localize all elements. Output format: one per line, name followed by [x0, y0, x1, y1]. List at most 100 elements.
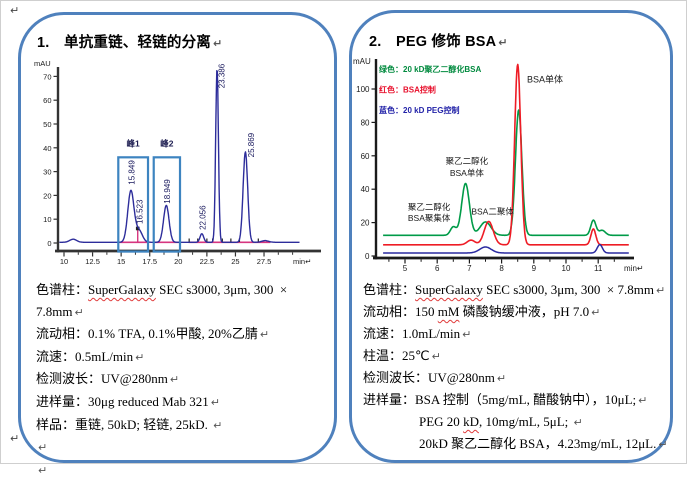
y-tick-label: 0 — [47, 239, 51, 248]
series-bsa-control — [382, 63, 630, 246]
x-tick-label: 10 — [562, 264, 571, 273]
peak-retention-time: 23.386 — [218, 63, 227, 88]
peak-annotation: BSA聚集体 — [408, 213, 451, 223]
spec-line: PEG 20 kD, 10mg/mL, 5μL; ↵ — [363, 411, 668, 433]
y-tick-label: 20 — [361, 219, 370, 228]
panel-mab-separation: 1. 单抗重链、轻链的分离 ↵ 10 12.5 15 17.5 20 22.5 25 27.5 0 1… — [18, 12, 337, 477]
spec-text: 流动相：0.1% TFA, 0.1%甲酸, 20%乙腈 — [36, 326, 258, 342]
peak-annotation: 聚乙二醇化 — [408, 202, 451, 212]
section-title: 1. 单抗重链、轻链的分离 ↵ — [37, 31, 222, 52]
y-tick-label: 60 — [43, 96, 51, 105]
y-tick-label: 50 — [43, 120, 51, 129]
peak-group-label: 峰1 — [127, 139, 141, 149]
spec-text: 检测波长：UV@280nm — [36, 371, 168, 387]
spec-text: 进样量：BSA 控制（5mg/mL, 醋酸钠中），10μL; — [363, 392, 637, 407]
legend-item: 绿色：20 kD聚乙二醇化BSA — [379, 64, 481, 74]
y-tick-label: 40 — [43, 144, 51, 153]
paragraph-mark: ↵ — [591, 306, 601, 319]
peak-group-box — [117, 156, 150, 253]
spec-line: ↵ — [36, 459, 334, 481]
spec-line: 进样量：BSA 控制（5mg/mL, 醋酸钠中），10μL; ↵ — [363, 389, 668, 411]
y-tick-label: 70 — [43, 72, 51, 81]
spec-line: 进样量：30μg reduced Mab 321 ↵ — [36, 391, 334, 414]
x-tick-label: 8 — [499, 264, 504, 273]
peak-group-label: 峰2 — [160, 139, 174, 149]
spec-line: 柱温：25℃ ↵ — [363, 345, 668, 367]
spec-line: 流速：1.0mL/min ↵ — [363, 323, 668, 345]
spec-text: 进样量：30μg reduced Mab 321 — [36, 393, 209, 409]
y-tick-label: 40 — [361, 185, 370, 194]
paragraph-mark: ↵ — [169, 373, 180, 387]
series-20kD-peg-control — [382, 243, 630, 254]
section-number: 1. — [37, 35, 50, 51]
chart-mab-hc-lc-separation: 10 12.5 15 17.5 20 22.5 25 27.5 0 10 20 30 40 50 60 70 m… — [34, 59, 321, 266]
spec-text: SEC s3000, 3μm, 300 × 7.8mm — [36, 282, 291, 319]
peak-group-box — [152, 156, 182, 253]
x-tick-label: 11 — [594, 264, 603, 273]
y-tick-label: 30 — [43, 168, 51, 177]
section-title: 2. PEG 修饰 BSA ↵ — [369, 30, 508, 51]
peak-retention-time: 16.523 — [135, 199, 144, 224]
spec-line: 20kD 聚乙二醇化 BSA，4.23mg/mL, 12μL. ↵ — [363, 433, 668, 455]
paragraph-mark: ↵ — [462, 328, 472, 341]
paragraph-mark: ↵ — [638, 394, 648, 407]
peak-annotation: 聚乙二醇化 — [446, 156, 489, 166]
x-tick-label: 22.5 — [200, 257, 215, 266]
spec-line: 流速：0.5mL/min ↵ — [36, 346, 334, 369]
valley-marker — [135, 226, 140, 231]
peak-annotation: BSA单体 — [450, 168, 485, 178]
paragraph-mark: ↵ — [10, 432, 20, 445]
paragraph-mark: ↵ — [496, 372, 507, 385]
paragraph-mark: ↵ — [10, 4, 20, 17]
spellcheck-underlined-text: SuperGalaxy — [415, 282, 483, 297]
section-title-text: 单抗重链、轻链的分离 — [64, 35, 211, 51]
peak-retention-time: 18.949 — [163, 179, 172, 204]
y-tick-label: 10 — [43, 215, 51, 224]
spec-text: PEG 20 — [419, 414, 464, 429]
spec-text: 流动相：150 — [363, 304, 438, 319]
peg-bsa-chromatogram: 5 6 7 8 9 10 11020406080100mAUmin↵BSA单体聚乙二醇化BS… — [353, 57, 644, 273]
spec-text: 检测波长：UV@280nm — [363, 370, 495, 385]
x-axis-unit: min↵ — [624, 264, 644, 273]
y-axis-unit: mAU — [353, 57, 371, 66]
spec-text: SEC s3000, 3μm, 300 × 7.8mm — [482, 282, 654, 297]
y-tick-label: 100 — [356, 85, 370, 94]
x-tick-label: 6 — [435, 264, 440, 273]
spec-line: 色谱柱：SuperGalaxy SEC s3000, 3μm, 300 × 7.… — [363, 279, 668, 301]
paragraph-mark: ↵ — [259, 328, 270, 342]
paragraph-mark: ↵ — [38, 463, 48, 477]
x-tick-label: 7 — [467, 264, 472, 273]
x-tick-label: 20 — [174, 257, 182, 266]
x-tick-label: 10 — [60, 257, 68, 266]
mab-chromatogram: 10 12.5 15 17.5 20 22.5 25 27.5 0 10 20 30 40 50 60 70 m… — [34, 59, 321, 266]
spec-text: , 10mg/mL, 5μL; — [478, 414, 572, 429]
peak-annotation: BSA二聚体 — [471, 206, 514, 216]
paragraph-mark: ↵ — [213, 418, 223, 432]
spellcheck-underlined-text: kD — [463, 414, 479, 429]
paragraph-mark: ↵ — [213, 37, 223, 50]
legend-item: 蓝色：20 kD PEG控制 — [379, 105, 459, 115]
paragraph-mark: ↵ — [655, 284, 666, 297]
spec-line: 流动相：0.1% TFA, 0.1%甲酸, 20%乙腈 ↵ — [36, 323, 334, 346]
peak-annotation: BSA单体 — [527, 73, 563, 84]
spec-text: 样品：重链, 50kD; 轻链, 25kD. — [36, 416, 212, 432]
x-tick-label: 17.5 — [142, 257, 157, 266]
series-20kD-pegylated-bsa — [382, 109, 630, 237]
peak-retention-time: 15.849 — [127, 160, 136, 185]
paragraph-mark: ↵ — [431, 350, 441, 363]
y-tick-label: 80 — [361, 118, 370, 127]
paragraph-mark: ↵ — [658, 438, 668, 451]
paragraph-mark: ↵ — [135, 350, 145, 364]
y-tick-label: 60 — [361, 152, 370, 161]
spec-line: 样品：重链, 50kD; 轻链, 25kD. ↵ — [36, 414, 334, 437]
spec-text: 色谱柱： — [36, 282, 89, 297]
chart-peg-bsa-modification: 5 6 7 8 9 10 11020406080100mAUmin↵BSA单体聚乙二醇化BS… — [353, 57, 644, 273]
paragraph-mark: ↵ — [74, 305, 84, 319]
peak-retention-time: 25.869 — [247, 132, 256, 157]
x-axis-unit: min↵ — [293, 257, 311, 266]
spec-text: 20kD 聚乙二醇化 BSA，4.23mg/mL, 12μL. — [419, 436, 657, 451]
x-tick-label: 9 — [532, 264, 537, 273]
section-title-text: PEG 修饰 BSA — [396, 34, 497, 50]
x-tick-label: 15 — [117, 257, 125, 266]
